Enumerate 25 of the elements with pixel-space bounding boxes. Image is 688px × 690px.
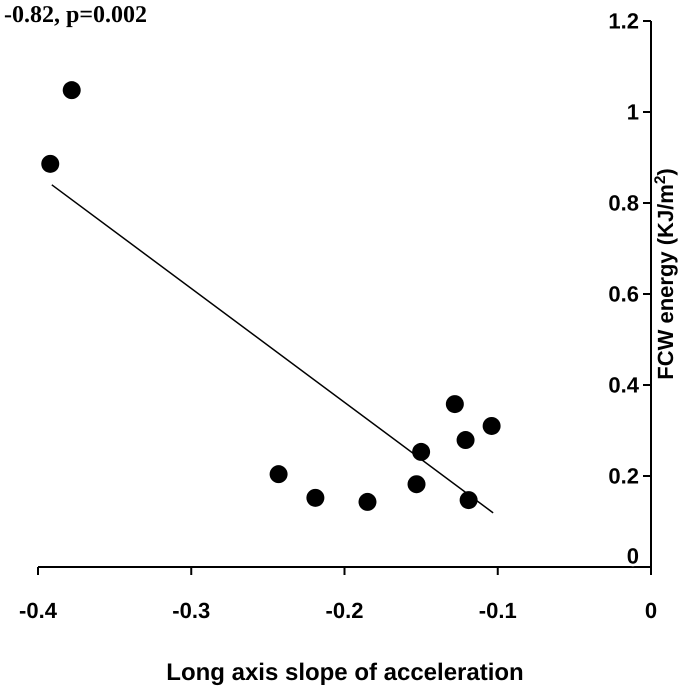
y-tick-label: 0: [626, 544, 639, 569]
y-tick-label: 0.2: [608, 464, 639, 489]
point: [408, 475, 426, 494]
y-tick-label: 1.2: [608, 8, 639, 34]
point: [412, 442, 430, 461]
x-axis-title: Long axis slope of acceleration: [166, 659, 524, 686]
point: [358, 492, 376, 511]
point: [456, 431, 475, 450]
x-tick-label: -0.4: [19, 598, 58, 623]
x-tick-label: 0: [644, 598, 658, 623]
y-tick-label: 1: [626, 100, 639, 125]
point: [62, 81, 81, 100]
y-tick-label: 0.8: [608, 190, 639, 216]
x-tick-label: -0.2: [326, 598, 364, 623]
y-tick-label: 0.6: [608, 282, 639, 307]
x-tick-label: -0.3: [172, 598, 210, 623]
point: [482, 416, 501, 435]
point: [270, 465, 288, 484]
point: [306, 488, 324, 507]
point: [446, 395, 464, 414]
point: [460, 491, 478, 510]
chart-title: -0.82, p=0.002: [4, 2, 148, 28]
y-tick-label: 0.4: [608, 372, 640, 398]
point: [41, 154, 60, 173]
x-tick-label: -0.1: [478, 598, 517, 623]
